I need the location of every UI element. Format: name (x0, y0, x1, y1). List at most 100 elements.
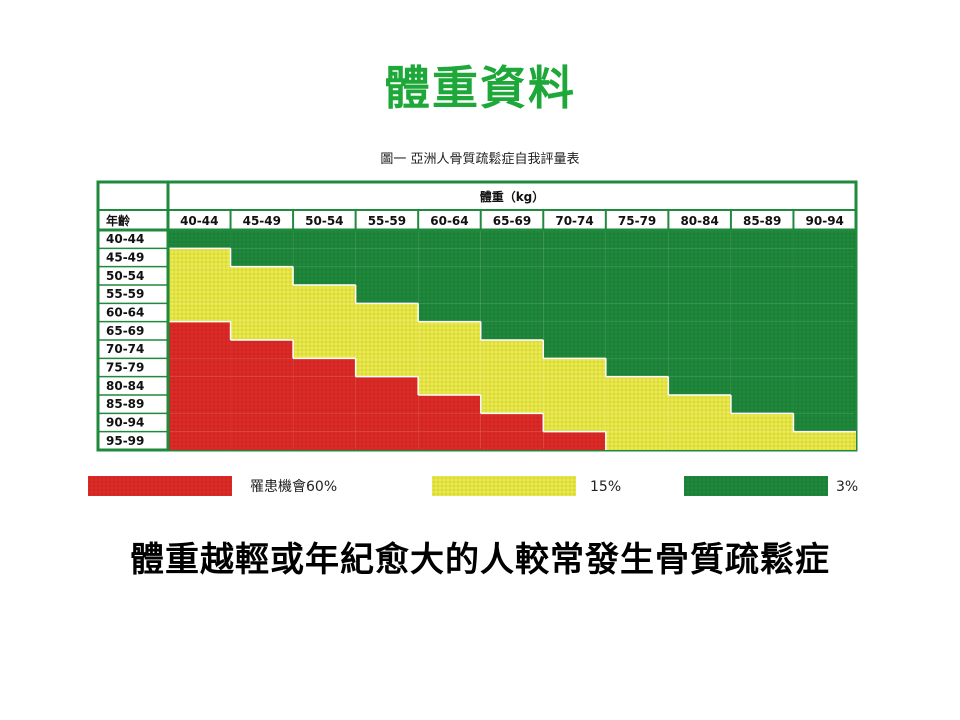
y-tick-label: 40-44 (106, 232, 144, 246)
heatmap-cell-texture (418, 303, 481, 322)
heatmap-cell-texture (543, 321, 606, 340)
heatmap-cell-texture (293, 248, 356, 267)
heatmap-cell-texture (168, 376, 231, 395)
heatmap-cell-texture (480, 413, 544, 432)
heatmap-cell-texture (293, 285, 356, 304)
heatmap-cell-texture (668, 413, 731, 432)
heatmap-cell-texture (230, 266, 294, 285)
y-tick-label: 85-89 (106, 397, 144, 411)
heatmap-cell-texture (605, 413, 669, 432)
heatmap-cell-texture (480, 395, 544, 414)
heatmap-cell-texture (230, 431, 294, 450)
x-tick-label: 50-54 (305, 214, 343, 228)
heatmap-cell-texture (668, 266, 731, 285)
heatmap-cell-texture (543, 266, 606, 285)
heatmap-cell-texture (480, 431, 544, 450)
heatmap-cell-texture (605, 376, 669, 395)
heatmap-cell-texture (230, 248, 294, 267)
heatmap-cell-texture (605, 395, 669, 414)
heatmap-cell-texture (730, 413, 794, 432)
heatmap-cell-texture (293, 413, 356, 432)
heatmap-cell-texture (355, 376, 419, 395)
heatmap-cell-texture (168, 395, 231, 414)
column-header-label: 體重（kg） (480, 189, 545, 204)
heatmap-cell-texture (480, 340, 544, 359)
heatmap-cell-texture (168, 266, 231, 285)
figure-caption: 圖一 亞洲人骨質疏鬆症自我評量表 (380, 152, 580, 167)
heatmap-cell-texture (730, 230, 794, 249)
heatmap-cell-texture (418, 285, 481, 304)
heatmap-cell-texture (730, 285, 794, 304)
heatmap-cell-texture (668, 248, 731, 267)
legend-label-yellow: 15% (590, 479, 621, 495)
heatmap-cell-texture (793, 266, 856, 285)
heatmap-cell-texture (793, 358, 856, 377)
heatmap-cell-texture (730, 321, 794, 340)
heatmap-cell-texture (480, 266, 544, 285)
heatmap-cell-texture (293, 303, 356, 322)
heatmap-cell-texture (605, 340, 669, 359)
heatmap-cell-texture (543, 248, 606, 267)
slide-title: 體重資料 (384, 61, 576, 115)
heatmap-cell-texture (293, 358, 356, 377)
heatmap-cell-texture (793, 285, 856, 304)
legend-swatch-texture (88, 476, 232, 496)
heatmap-cell-texture (543, 376, 606, 395)
y-tick-label: 65-69 (106, 324, 144, 338)
heatmap-cell-texture (793, 376, 856, 395)
x-tick-label: 55-59 (368, 214, 406, 228)
heatmap-cell-texture (668, 395, 731, 414)
heatmap-cell-texture (543, 395, 606, 414)
x-tick-label: 90-94 (806, 214, 844, 228)
heatmap-cell-texture (230, 395, 294, 414)
y-tick-label: 95-99 (106, 434, 144, 448)
row-header-label: 年齡 (106, 213, 130, 228)
heatmap-cell-texture (668, 431, 731, 450)
x-tick-label: 70-74 (555, 214, 593, 228)
heatmap-cell-texture (418, 376, 481, 395)
heatmap-cell-texture (293, 431, 356, 450)
heatmap-cell-texture (793, 395, 856, 414)
conclusion-text: 體重越輕或年紀愈大的人較常發生骨質疏鬆症 (130, 540, 830, 580)
heatmap-cell-texture (730, 358, 794, 377)
heatmap-cell-texture (605, 248, 669, 267)
heatmap-cell-texture (418, 340, 481, 359)
heatmap-cell-texture (605, 321, 669, 340)
heatmap-cell-texture (355, 266, 419, 285)
heatmap-cell-texture (355, 413, 419, 432)
heatmap-cell-texture (355, 431, 419, 450)
heatmap-cell-texture (355, 285, 419, 304)
heatmap-cell-texture (168, 321, 231, 340)
heatmap-cell-texture (730, 266, 794, 285)
heatmap-cell-texture (793, 431, 856, 450)
heatmap-cell-texture (730, 376, 794, 395)
heatmap-cell-texture (355, 358, 419, 377)
heatmap-cell-texture (480, 303, 544, 322)
heatmap-cell-texture (230, 321, 294, 340)
heatmap-cell-texture (168, 230, 231, 249)
x-tick-label: 65-69 (493, 214, 531, 228)
y-tick-label: 55-59 (106, 287, 144, 301)
heatmap-cell-texture (793, 230, 856, 249)
heatmap-cell-texture (230, 376, 294, 395)
heatmap-cell-texture (293, 321, 356, 340)
heatmap-cell-texture (605, 303, 669, 322)
heatmap-cell-texture (730, 340, 794, 359)
heatmap-cell-texture (793, 340, 856, 359)
heatmap-cell-texture (480, 230, 544, 249)
heatmap-cell-texture (543, 358, 606, 377)
heatmap-cell-texture (730, 395, 794, 414)
heatmap-cell-texture (418, 248, 481, 267)
heatmap-cell-texture (793, 321, 856, 340)
heatmap-cell-texture (293, 395, 356, 414)
heatmap-cell-texture (418, 321, 481, 340)
heatmap-cell-texture (418, 266, 481, 285)
heatmap-cell-texture (730, 248, 794, 267)
heatmap-cell-texture (355, 248, 419, 267)
y-tick-label: 90-94 (106, 416, 144, 430)
heatmap-cell-texture (355, 340, 419, 359)
heatmap-cell-texture (668, 303, 731, 322)
legend-label-red: 罹患機會60% (250, 479, 337, 495)
heatmap-cell-texture (355, 303, 419, 322)
heatmap-cell-texture (543, 413, 606, 432)
